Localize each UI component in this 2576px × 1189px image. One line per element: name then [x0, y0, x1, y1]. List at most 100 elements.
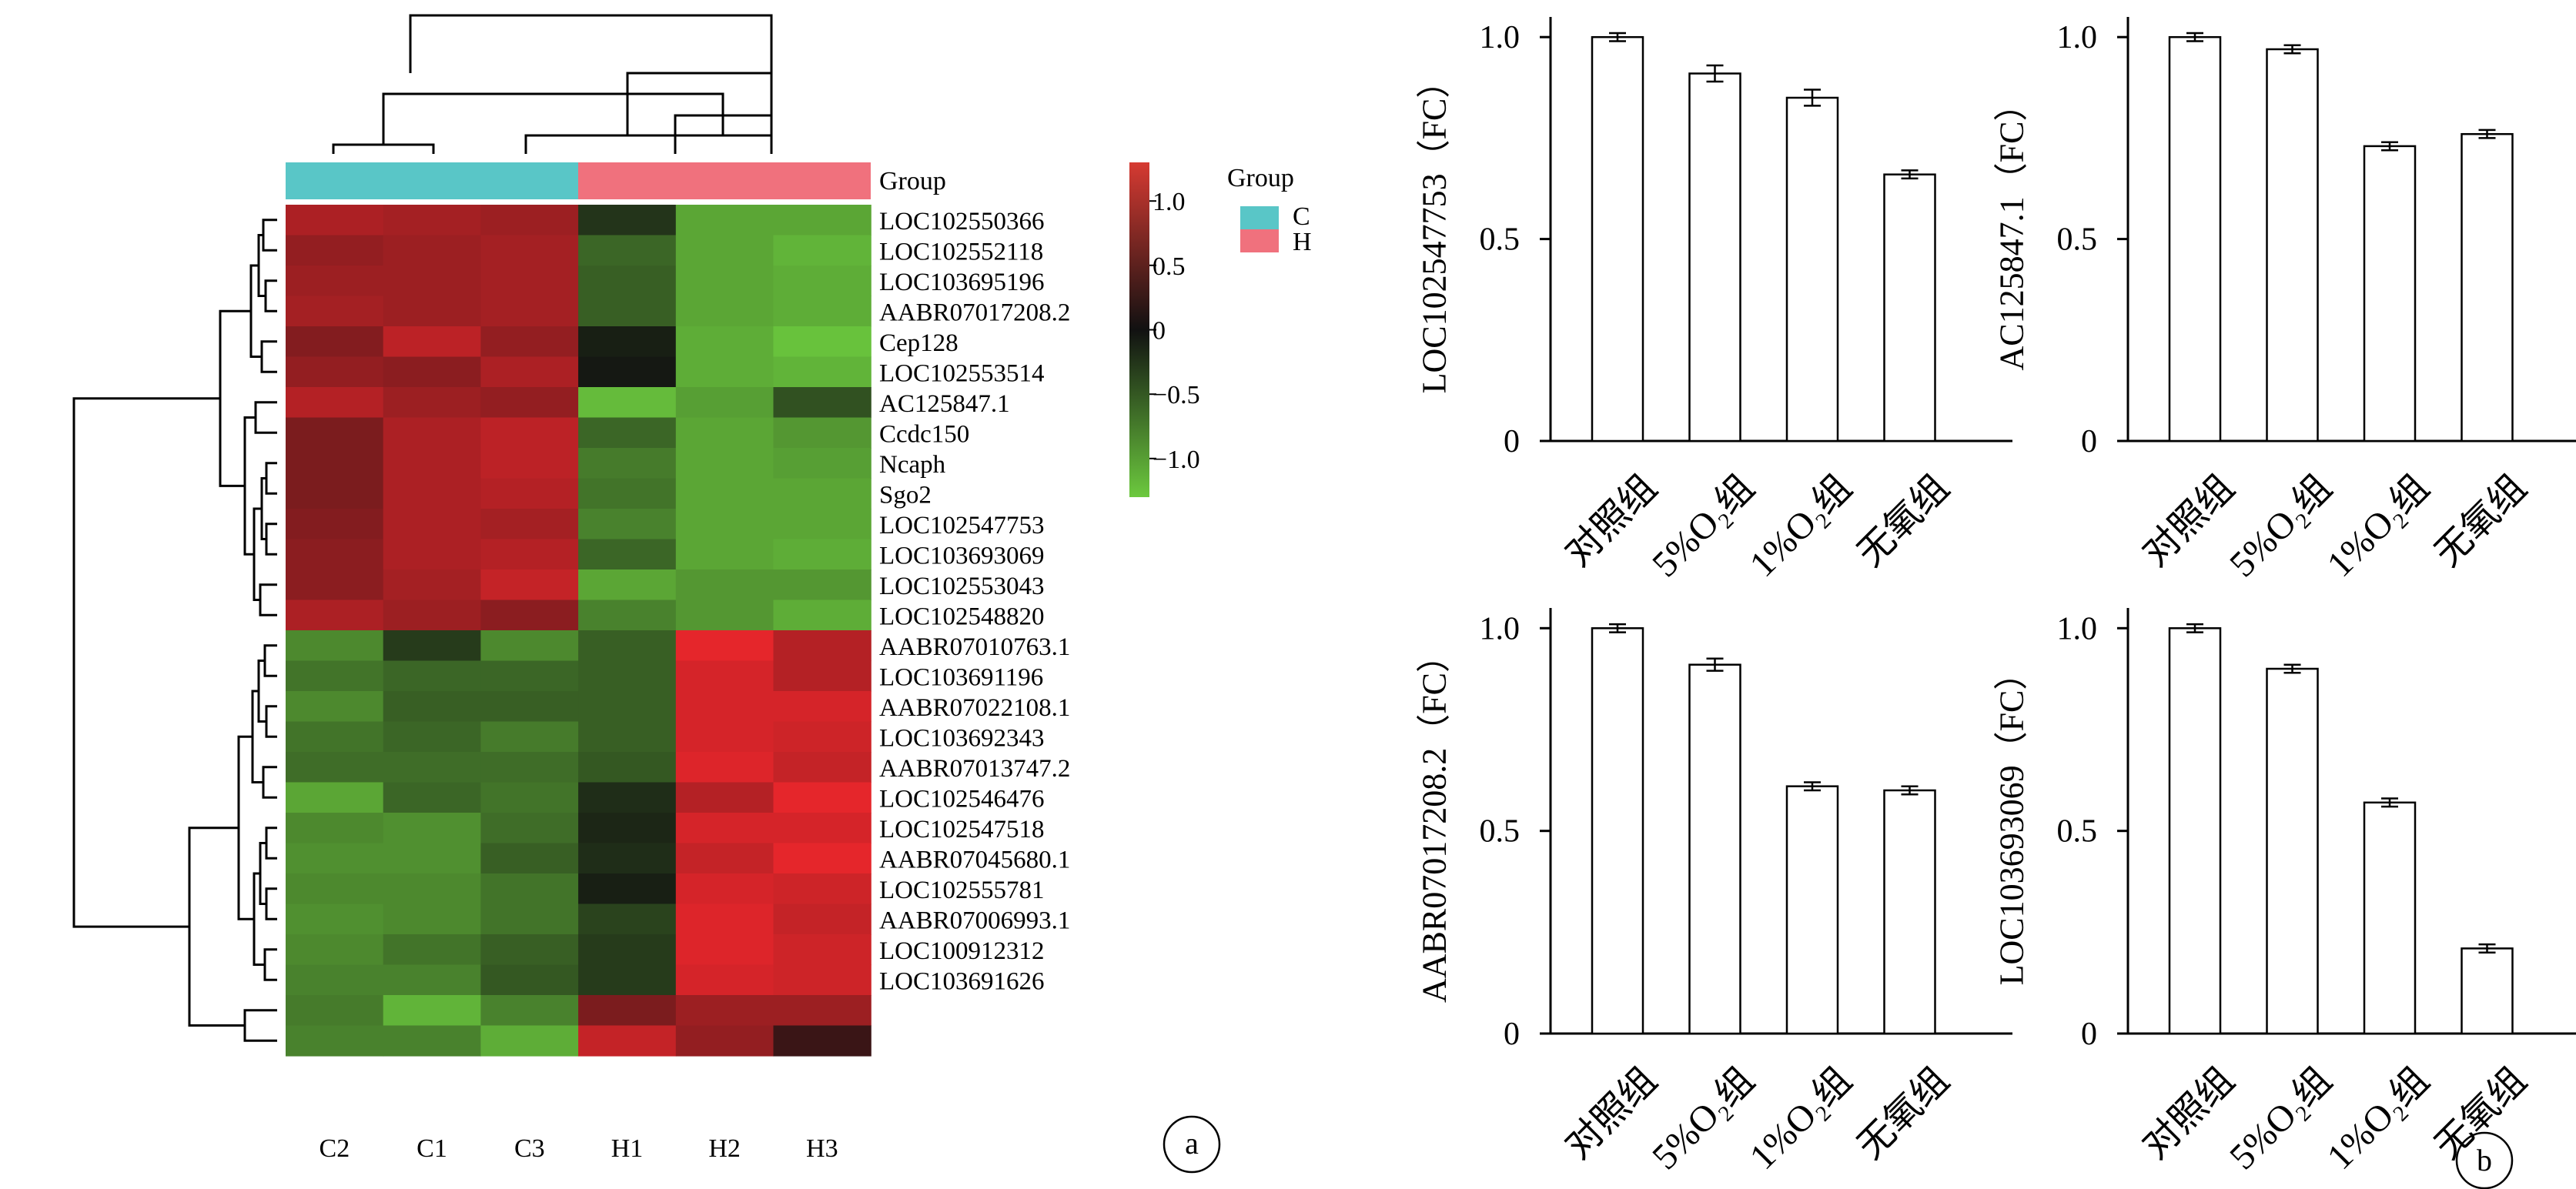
- dendrogram-branch: [262, 766, 277, 799]
- column-dendrogram: [332, 14, 773, 154]
- heatmap-cell: [578, 660, 677, 692]
- heatmap-cell: [773, 873, 871, 905]
- heatmap-cell: [578, 752, 677, 783]
- dendrogram-branch: [260, 340, 277, 373]
- heatmap-row-label: LOC103691196: [879, 663, 1043, 691]
- heatmap-cell: [286, 660, 384, 692]
- heatmap-cell: [773, 843, 871, 874]
- heatmap-row-label: AABR07010763.1: [879, 633, 1070, 661]
- y-tick-label: 0: [2081, 424, 2097, 459]
- category-label: 5%O₂组: [1644, 1060, 1762, 1177]
- heatmap-cell: [773, 448, 871, 479]
- heatmap-cell: [480, 417, 579, 449]
- heatmap-cell: [286, 296, 384, 327]
- heatmap-cell: [286, 478, 384, 509]
- heatmap-cell: [578, 296, 677, 327]
- heatmap-cell: [383, 296, 481, 327]
- heatmap-cell: [286, 235, 384, 266]
- heatmap-cell: [578, 235, 677, 266]
- category-label: 1%O₂组: [1742, 1060, 1860, 1177]
- heatmap-cell: [286, 691, 384, 723]
- heatmap-row-label: AABR07006993.1: [879, 907, 1070, 934]
- heatmap-cell: [773, 660, 871, 692]
- heatmap-cell: [383, 630, 481, 662]
- panel-label-b: b: [2455, 1131, 2514, 1189]
- heatmap-cell: [773, 205, 871, 236]
- group-h-bar: [578, 162, 871, 199]
- dendrogram-branch: [243, 1009, 277, 1042]
- dendrogram-branch: [254, 401, 277, 434]
- heatmap-cell: [773, 296, 871, 327]
- heatmap-cell: [675, 509, 774, 540]
- heatmap-cell: [578, 387, 677, 419]
- heatmap-cell: [773, 387, 871, 419]
- heatmap-cell: [383, 235, 481, 266]
- heatmap-cell: [480, 326, 579, 358]
- heatmap-cell: [773, 539, 871, 570]
- heatmap-cell: [480, 782, 579, 813]
- heatmap-cell: [773, 356, 871, 388]
- heatmap-cell: [286, 569, 384, 601]
- dendrogram-branch: [249, 264, 262, 358]
- heatmap-cell: [383, 843, 481, 874]
- color-scale-tick-label: −0.5: [1153, 381, 1200, 409]
- heatmap-cell: [383, 995, 481, 1027]
- heatmap-cell: [383, 417, 481, 449]
- heatmap-cell: [675, 903, 774, 935]
- heatmap-row-label: Ncaph: [879, 451, 946, 479]
- panel-label-a-circle: [1163, 1115, 1221, 1174]
- bar: [2168, 627, 2222, 1035]
- heatmap-cell: [578, 600, 677, 631]
- dendrogram-branch: [262, 219, 277, 252]
- heatmap-row-label: LOC103691626: [879, 967, 1045, 995]
- heatmap-cell: [578, 873, 677, 905]
- y-tick-label: 1.0: [1480, 611, 1521, 646]
- bar: [1591, 627, 1644, 1035]
- y-tick-label: 0: [2081, 1017, 2097, 1052]
- heatmap-cell: [578, 813, 677, 844]
- color-scale-tick-label: 0.5: [1153, 252, 1186, 281]
- heatmap-cell: [286, 539, 384, 570]
- heatmap-cell: [675, 964, 774, 996]
- heatmap-cell: [675, 478, 774, 509]
- heatmap-cell: [578, 843, 677, 874]
- heatmap-cell: [286, 205, 384, 236]
- legend-label-c: C: [1293, 202, 1310, 231]
- heatmap-cell: [675, 356, 774, 388]
- heatmap-cell: [578, 417, 677, 449]
- heatmap-cell: [480, 356, 579, 388]
- bar: [1785, 96, 1839, 443]
- heatmap-cell: [286, 417, 384, 449]
- y-axis-label: LOC103693069（FC）: [1992, 656, 2030, 986]
- row-dendrogram: [72, 219, 277, 1042]
- heatmap-row-label: AABR07045680.1: [879, 846, 1070, 873]
- heatmap-cell: [773, 995, 871, 1027]
- heatmap-cell: [383, 600, 481, 631]
- heatmap-cells: [286, 205, 871, 1057]
- heatmap-cell: [286, 600, 384, 631]
- bar: [2266, 48, 2319, 443]
- heatmap-row-label: LOC102555781: [879, 877, 1045, 904]
- group-legend-title: Group: [1227, 164, 1294, 192]
- heatmap-row-label: Sgo2: [879, 481, 932, 509]
- heatmap-cell: [578, 964, 677, 996]
- heatmap-cell: [286, 873, 384, 905]
- dendrogram-branch: [265, 523, 277, 556]
- heatmap-cell: [578, 448, 677, 479]
- heatmap-cell: [480, 630, 579, 662]
- heatmap-cell: [675, 600, 774, 631]
- heatmap-cell: [286, 326, 384, 358]
- heatmap-cell: [286, 1025, 384, 1057]
- bar: [2168, 35, 2222, 443]
- heatmap-cell: [286, 721, 384, 753]
- heatmap-cell: [480, 660, 579, 692]
- dendrogram-branch: [72, 397, 220, 928]
- heatmap-cell: [578, 721, 677, 753]
- heatmap-row-label: AABR07022108.1: [879, 694, 1070, 722]
- heatmap-cell: [383, 356, 481, 388]
- heatmap-cell: [773, 478, 871, 509]
- heatmap-cell: [578, 356, 677, 388]
